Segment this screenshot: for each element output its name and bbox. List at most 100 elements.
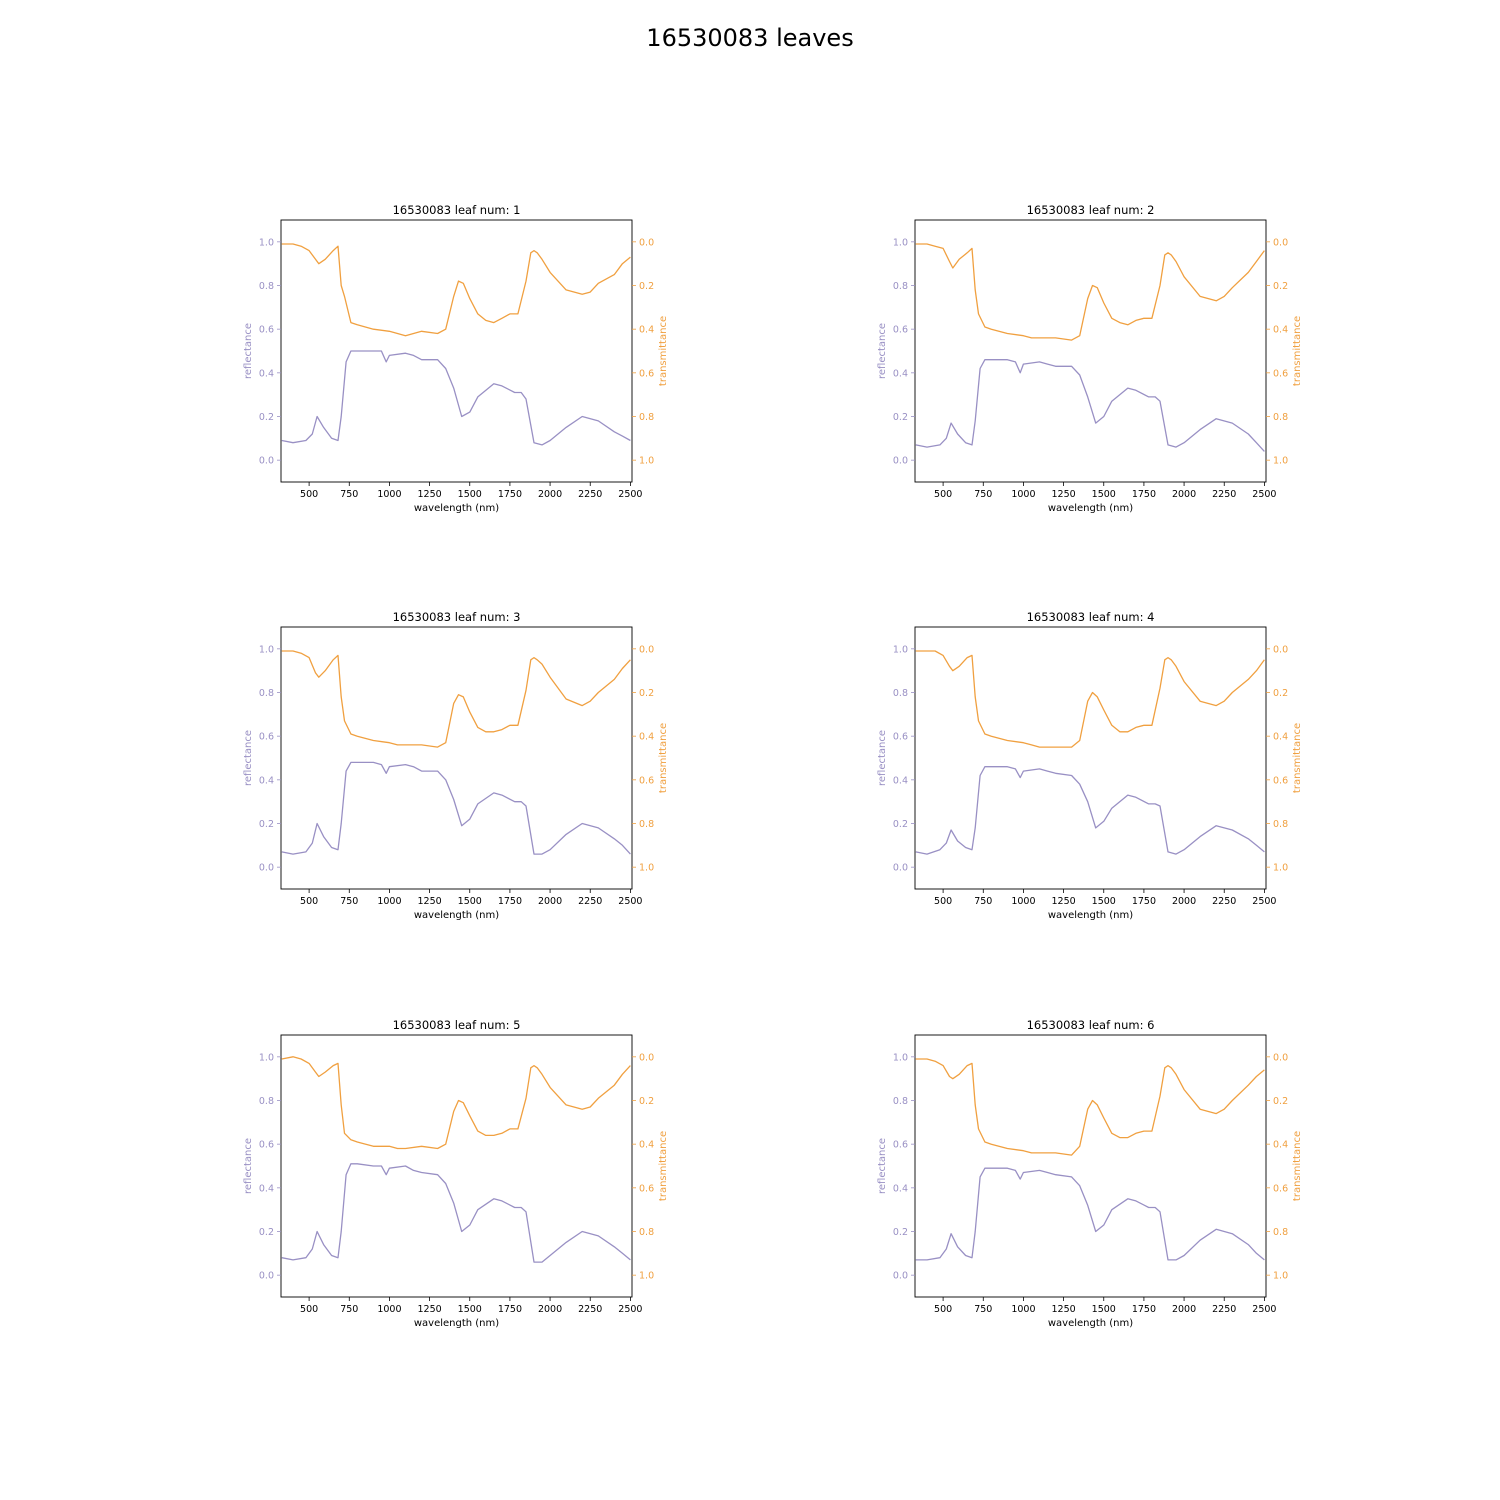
y-right-tick-label: 0.8 xyxy=(1273,819,1288,830)
y-left-axis-label: reflectance xyxy=(243,323,254,379)
x-axis-label: wavelength (nm) xyxy=(414,503,499,514)
y-right-tick-label: 0.2 xyxy=(639,281,654,292)
x-tick-label: 1750 xyxy=(498,896,522,907)
y-left-tick-label: 1.0 xyxy=(893,644,908,655)
reflectance-line xyxy=(915,359,1265,452)
x-tick-label: 1750 xyxy=(1132,1304,1156,1315)
x-tick-label: 1250 xyxy=(417,1304,441,1315)
x-tick-label: 1250 xyxy=(1051,489,1075,500)
transmittance-line xyxy=(281,1056,631,1150)
transmittance-line xyxy=(915,1058,1265,1156)
transmittance-line xyxy=(281,243,631,337)
x-tick-label: 2000 xyxy=(1172,1304,1196,1315)
y-right-tick-label: 0.6 xyxy=(1273,368,1288,379)
reflectance-line xyxy=(915,766,1265,855)
y-left-tick-label: 0.2 xyxy=(259,1227,274,1238)
plot-frame xyxy=(914,626,1267,890)
x-axis-label: wavelength (nm) xyxy=(1048,503,1133,514)
x-tick-label: 1500 xyxy=(1092,896,1116,907)
x-tick-label: 1250 xyxy=(1051,896,1075,907)
plot-frame xyxy=(280,219,633,483)
y-left-tick-label: 0.2 xyxy=(893,412,908,423)
x-tick-label: 2500 xyxy=(618,896,642,907)
x-tick-label: 750 xyxy=(340,489,358,500)
x-tick-label: 1750 xyxy=(498,489,522,500)
x-tick-label: 1250 xyxy=(1051,1304,1075,1315)
y-right-axis-label: transmittance xyxy=(1292,1131,1303,1201)
chart-panel-6: 16530083 leaf num: 6 500 750 1000 1250 1500 17… xyxy=(877,1018,1303,1329)
x-tick-label: 2000 xyxy=(538,1304,562,1315)
chart-panel-3: 16530083 leaf num: 3 500 750 1000 1250 1500 17… xyxy=(243,610,669,921)
y-left-tick-label: 0.6 xyxy=(893,1140,908,1151)
y-right-tick-label: 0.0 xyxy=(639,237,654,248)
y-right-tick-label: 0.0 xyxy=(1273,1052,1288,1063)
y-right-tick-label: 1.0 xyxy=(639,1271,654,1282)
x-tick-label: 1500 xyxy=(458,896,482,907)
transmittance-line xyxy=(915,243,1265,341)
x-tick-label: 1000 xyxy=(377,1304,401,1315)
y-left-tick-label: 1.0 xyxy=(259,1052,274,1063)
x-tick-label: 1750 xyxy=(1132,489,1156,500)
x-tick-label: 2000 xyxy=(538,489,562,500)
y-right-axis-label: transmittance xyxy=(1292,723,1303,793)
y-left-axis-label: reflectance xyxy=(877,323,888,379)
y-right-tick-label: 0.4 xyxy=(639,1140,654,1151)
y-left-tick-label: 0.2 xyxy=(259,819,274,830)
y-right-tick-label: 0.8 xyxy=(1273,1227,1288,1238)
x-tick-label: 2250 xyxy=(1212,489,1236,500)
y-left-tick-label: 0.0 xyxy=(893,456,908,467)
chart-title: 16530083 leaf num: 6 xyxy=(1027,1018,1155,1032)
x-tick-label: 500 xyxy=(934,896,952,907)
transmittance-line xyxy=(915,650,1265,748)
x-tick-label: 1250 xyxy=(417,896,441,907)
chart-panel-2: 16530083 leaf num: 2 500 750 1000 1250 1500 17… xyxy=(877,203,1303,514)
y-right-tick-label: 0.0 xyxy=(639,644,654,655)
chart-panel-5: 16530083 leaf num: 5 500 750 1000 1250 1500 17… xyxy=(243,1018,669,1329)
chart-title: 16530083 leaf num: 1 xyxy=(393,203,521,217)
y-left-axis-label: reflectance xyxy=(877,1138,888,1194)
x-tick-label: 750 xyxy=(974,1304,992,1315)
y-right-tick-label: 0.2 xyxy=(1273,281,1288,292)
x-tick-label: 500 xyxy=(300,1304,318,1315)
y-left-axis-label: reflectance xyxy=(877,730,888,786)
y-right-axis-label: transmittance xyxy=(1292,316,1303,386)
y-right-tick-label: 0.4 xyxy=(639,732,654,743)
y-left-axis-label: reflectance xyxy=(243,1138,254,1194)
y-left-tick-label: 0.8 xyxy=(259,281,274,292)
x-tick-label: 500 xyxy=(300,896,318,907)
x-axis-label: wavelength (nm) xyxy=(414,1318,499,1329)
y-right-tick-label: 0.6 xyxy=(1273,1183,1288,1194)
y-right-tick-label: 0.0 xyxy=(1273,237,1288,248)
x-tick-label: 750 xyxy=(340,1304,358,1315)
y-right-tick-label: 0.8 xyxy=(639,819,654,830)
y-right-tick-label: 0.6 xyxy=(639,1183,654,1194)
y-right-tick-label: 0.2 xyxy=(639,688,654,699)
y-left-tick-label: 0.0 xyxy=(259,1271,274,1282)
figure-title: 16530083 leaves xyxy=(646,24,854,52)
x-tick-label: 2500 xyxy=(1252,896,1276,907)
plot-frame xyxy=(280,1034,633,1298)
y-left-tick-label: 1.0 xyxy=(259,644,274,655)
y-right-tick-label: 0.2 xyxy=(1273,1096,1288,1107)
y-left-tick-label: 0.6 xyxy=(893,325,908,336)
x-tick-label: 1500 xyxy=(1092,1304,1116,1315)
x-axis-label: wavelength (nm) xyxy=(1048,1318,1133,1329)
reflectance-line xyxy=(281,350,631,446)
y-left-tick-label: 0.6 xyxy=(259,325,274,336)
y-left-tick-label: 0.8 xyxy=(259,688,274,699)
y-right-tick-label: 0.0 xyxy=(1273,644,1288,655)
y-left-tick-label: 0.4 xyxy=(259,368,274,379)
y-right-axis-label: transmittance xyxy=(658,1131,669,1201)
plot-frame xyxy=(914,1034,1267,1298)
y-left-tick-label: 0.0 xyxy=(259,863,274,874)
y-left-tick-label: 0.6 xyxy=(893,732,908,743)
x-tick-label: 1000 xyxy=(1011,896,1035,907)
y-right-tick-label: 0.2 xyxy=(639,1096,654,1107)
x-tick-label: 750 xyxy=(974,896,992,907)
y-right-tick-label: 0.4 xyxy=(1273,732,1288,743)
y-right-tick-label: 1.0 xyxy=(1273,863,1288,874)
y-right-tick-label: 0.6 xyxy=(1273,775,1288,786)
y-right-tick-label: 0.4 xyxy=(1273,1140,1288,1151)
y-left-tick-label: 0.2 xyxy=(259,412,274,423)
y-left-tick-label: 1.0 xyxy=(893,1052,908,1063)
